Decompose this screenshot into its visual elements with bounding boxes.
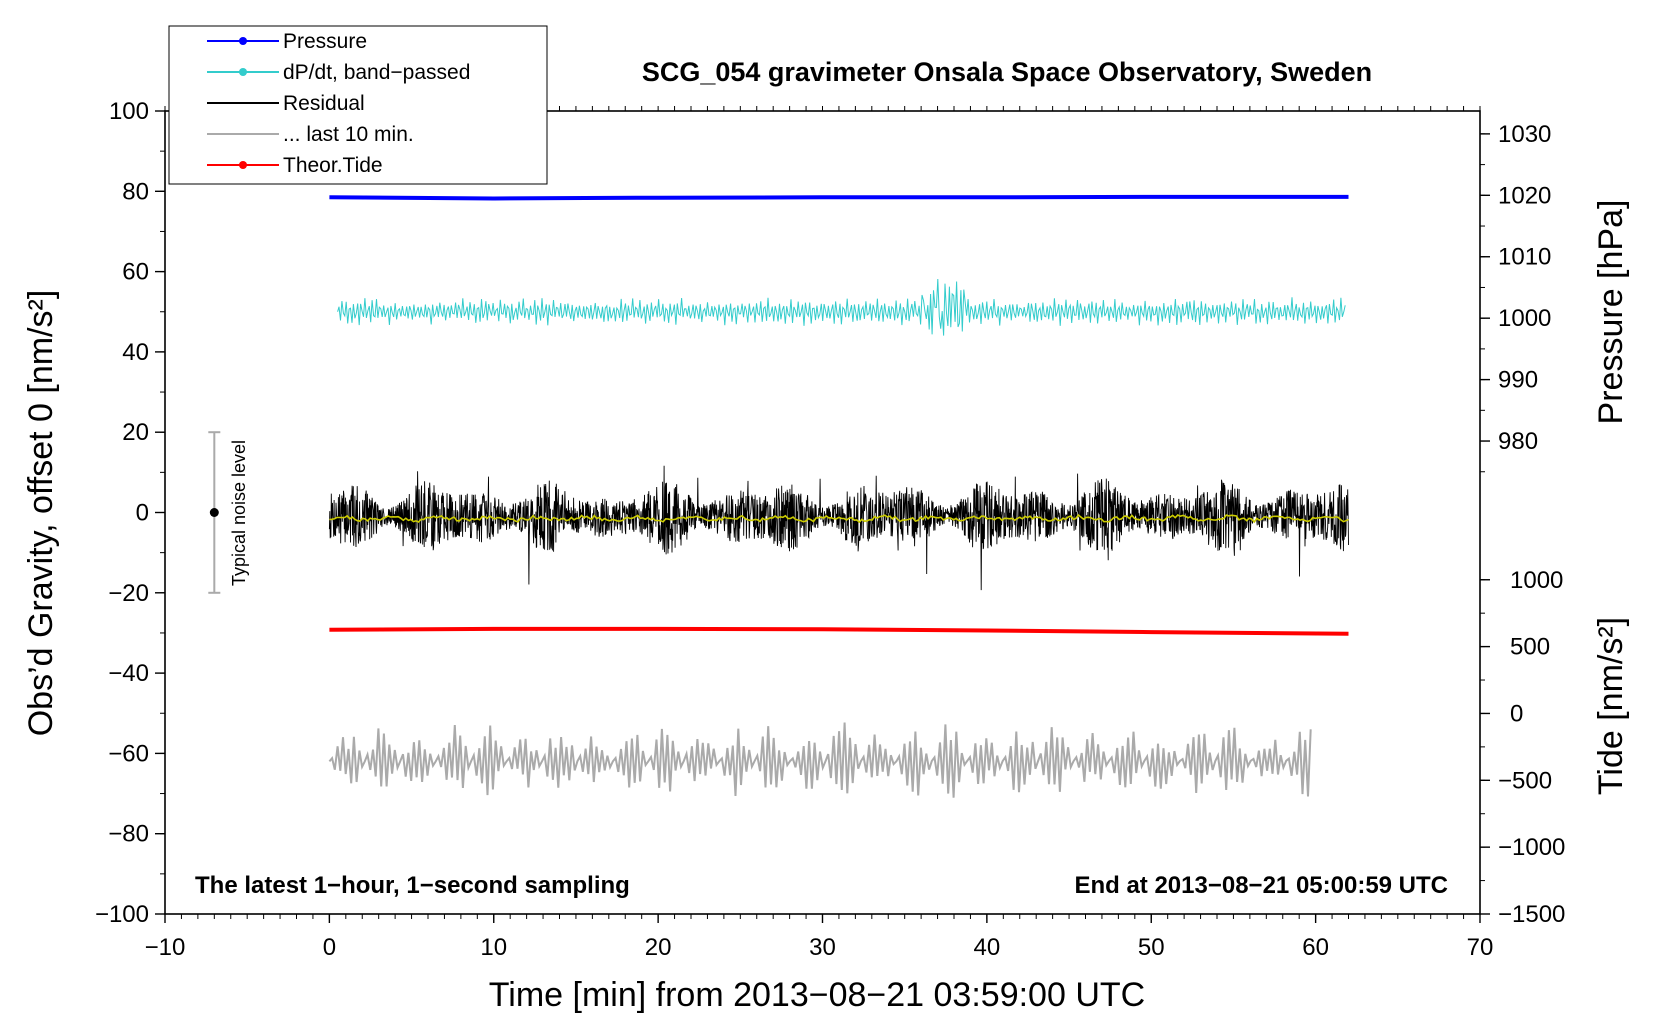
legend-label: Pressure [283, 30, 367, 53]
dpdt-line [337, 278, 1346, 336]
y-axis-title-tide: Tide [nm/s²] [1592, 617, 1630, 795]
tide-tick-label: 0 [1510, 700, 1523, 727]
y-axis-title-pressure: Pressure [hPa] [1592, 200, 1630, 425]
series-layer [328, 194, 1349, 798]
x-tick-label: 30 [809, 934, 836, 961]
annotation-sampling: The latest 1−hour, 1−second sampling [195, 872, 630, 899]
x-axis-title: Time [min] from 2013−08−21 03:59:00 UTC [489, 976, 1145, 1014]
x-tick-label: 20 [645, 934, 672, 961]
legend-box [168, 25, 548, 185]
pressure-tick-label: 1010 [1498, 244, 1551, 271]
x-tick-label: 0 [323, 934, 336, 961]
pressure-tick-label: 980 [1498, 428, 1538, 455]
y-left-tick-label: 100 [109, 98, 149, 125]
x-tick-label: −10 [145, 934, 186, 961]
x-tick-label: 70 [1467, 934, 1494, 961]
legend-label: Residual [283, 92, 365, 115]
y-left-tick-label: 0 [136, 500, 149, 527]
y-left-tick-label: 60 [122, 259, 149, 286]
legend-swatch-marker [239, 37, 247, 45]
ticks-layer: −10 0 10 20 30 40 50 60 70100806040200−20−40−60−… [95, 98, 1565, 961]
noise-level-label: Typical noise level [229, 440, 249, 586]
legend-label: ... last 10 min. [283, 123, 414, 146]
residual-line [328, 465, 1349, 591]
pressure-tick-label: 1000 [1498, 305, 1551, 332]
legend-label: dP/dt, band−passed [283, 61, 470, 84]
pressure-tick-label: 990 [1498, 367, 1538, 394]
last-10-min-line [328, 722, 1312, 798]
residual-smoothed-line [329, 513, 1349, 524]
y-left-tick-label: −20 [108, 580, 149, 607]
pressure-tick-label: 1020 [1498, 182, 1551, 209]
annotation-end-time: End at 2013−08−21 05:00:59 UTC [1074, 872, 1448, 899]
y-left-tick-label: −40 [108, 660, 149, 687]
x-tick-label: 60 [1302, 934, 1329, 961]
y-left-tick-label: 40 [122, 339, 149, 366]
legend-swatch-marker [239, 68, 247, 76]
tide-tick-label: −1000 [1498, 834, 1565, 861]
legend-swatch-marker [239, 161, 247, 169]
x-tick-label: 10 [480, 934, 507, 961]
noise-bar-center [209, 508, 219, 517]
tide-tick-label: −500 [1498, 767, 1552, 794]
y-left-tick-label: 80 [122, 178, 149, 205]
y-left-tick-label: −60 [108, 740, 149, 767]
theor-tide-line [329, 626, 1349, 636]
y-left-tick-label: −80 [108, 821, 149, 848]
chart-title: SCG_054 gravimeter Onsala Space Observat… [642, 57, 1372, 87]
y-left-tick-label: −100 [95, 901, 149, 928]
x-tick-label: 50 [1138, 934, 1165, 961]
y-axis-title-left: Obs’d Gravity, offset 0 [nm/s²] [22, 290, 60, 737]
y-left-tick-label: 20 [122, 419, 149, 446]
tide-tick-label: −1500 [1498, 901, 1565, 928]
tide-tick-label: 1000 [1510, 567, 1563, 594]
legend: Pressure dP/dt, band−passed Residual ... la… [168, 25, 548, 185]
pressure-line [329, 194, 1349, 201]
x-tick-label: 40 [974, 934, 1001, 961]
legend-label: Theor.Tide [283, 154, 383, 177]
pressure-tick-label: 1030 [1498, 121, 1551, 148]
noise-level-indicator [208, 431, 221, 594]
tide-tick-label: 500 [1510, 634, 1550, 661]
